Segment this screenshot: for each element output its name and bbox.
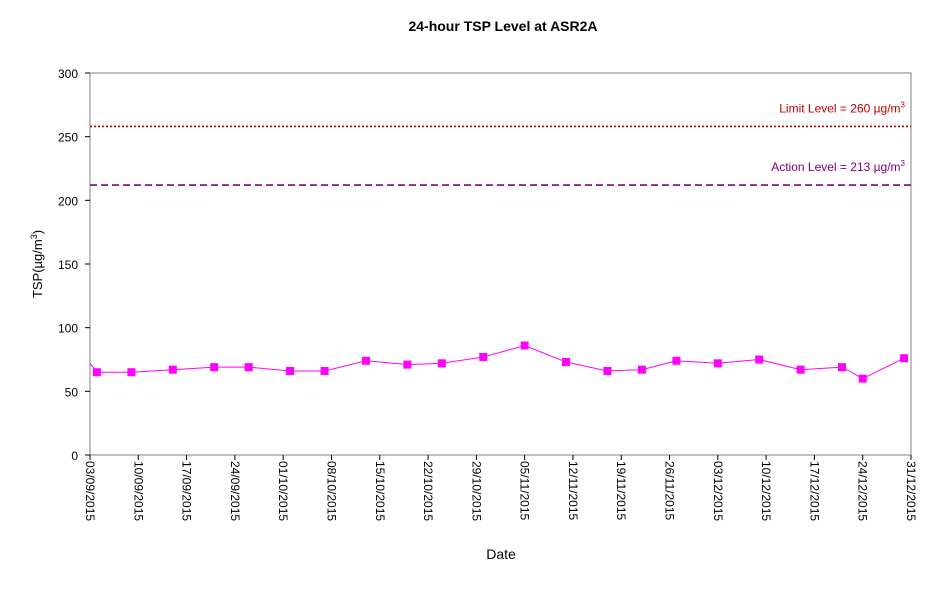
x-tick-label: 03/12/2015 [711,461,725,521]
x-tick-label: 29/10/2015 [469,461,483,521]
data-point-marker [286,366,295,375]
data-point-marker [796,365,805,374]
data-point-marker [672,356,681,365]
x-tick-label: 26/11/2015 [663,461,677,520]
data-point-marker [713,359,722,368]
x-tick-label: 03/09/2015 [83,461,97,521]
y-tick-label: 0 [71,449,78,463]
data-point-marker [403,360,412,369]
series-line [89,344,905,380]
data-point-marker [127,368,136,377]
plot-area: 0 50 100 150 200 250 300 03/09/2015 10/09/2015 17… [58,67,918,521]
y-tick-label: 200 [58,194,78,208]
x-tick-label: 08/10/2015 [324,461,338,521]
x-tick-label: 10/12/2015 [759,461,773,521]
limit-level-label: Limit Level = 260 µg/m3 [779,100,905,115]
x-tick-label: 17/12/2015 [807,461,821,521]
data-point-marker [479,352,488,361]
action-level-label: Action Level = 213 µg/m3 [771,159,905,174]
y-axis-label-unit: µg/m [30,239,45,268]
data-point-marker [361,356,370,365]
x-tick-label: 05/11/2015 [518,461,532,520]
y-tick-label: 100 [58,322,78,336]
x-tick-label: 10/09/2015 [131,461,145,521]
y-axis-label: TSP(µg/m3) [29,230,45,298]
data-point-marker [168,365,177,374]
x-tick-label: 17/09/2015 [180,461,194,521]
x-tick-label: 15/10/2015 [373,461,387,521]
plot-border [89,72,912,456]
data-point-marker [320,366,329,375]
data-point-marker [437,359,446,368]
y-axis-label-prefix: TSP( [30,268,45,298]
data-point-marker [562,358,571,367]
y-tick-label: 150 [58,258,78,272]
x-tick-label: 31/12/2015 [904,461,918,521]
x-tick-label: 12/11/2015 [566,461,580,520]
x-tick-label: 22/10/2015 [421,461,435,521]
data-point-marker [637,365,646,374]
y-tick-label: 300 [58,67,78,81]
data-point-marker [603,366,612,375]
data-point-marker [210,363,219,372]
y-tick-label: 50 [65,385,79,399]
data-point-marker [520,341,529,350]
data-point-marker [900,354,909,363]
y-axis-label-suffix: ) [30,230,45,234]
x-tick-label: 01/10/2015 [276,461,290,521]
chart-title: 24-hour TSP Level at ASR2A [408,18,597,34]
x-tick-label: 19/11/2015 [614,461,628,520]
data-point-marker [858,374,867,383]
y-axis-label-unit-sup: 3 [29,234,39,239]
x-axis-label: Date [486,546,516,562]
y-tick-label: 250 [58,131,78,145]
data-point-marker [92,368,101,377]
data-point-marker [755,355,764,364]
data-point-marker [838,363,847,372]
x-tick-label: 24/12/2015 [856,461,870,521]
data-point-marker [244,363,253,372]
x-tick-label: 24/09/2015 [228,461,242,521]
